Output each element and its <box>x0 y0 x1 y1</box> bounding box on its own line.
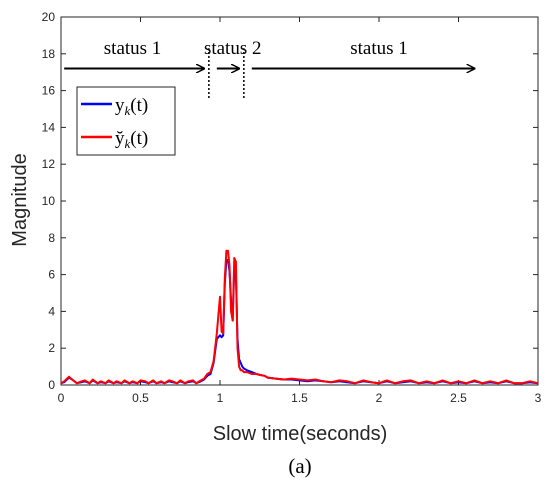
caption: (a) <box>288 454 311 478</box>
series-line-1 <box>60 258 539 385</box>
y-tick-label: 6 <box>48 268 55 282</box>
x-tick-label: 2.5 <box>450 391 467 405</box>
y-tick-label: 18 <box>42 47 56 61</box>
x-tick-label: 1 <box>217 391 224 405</box>
status-label-3: status 1 <box>350 38 408 59</box>
legend-label-2: y̆k(t) <box>115 128 148 151</box>
status-label-1: status 1 <box>104 38 162 59</box>
status-label-2: status 2 <box>204 38 262 59</box>
y-tick-label: 12 <box>42 157 56 171</box>
x-tick-label: 2 <box>376 391 383 405</box>
x-tick-label: 1.5 <box>291 391 308 405</box>
x-tick-label: 3 <box>535 391 542 405</box>
x-axis-label: Slow time(seconds) <box>213 423 388 445</box>
y-tick-label: 2 <box>48 341 55 355</box>
y-tick-label: 4 <box>48 304 55 318</box>
legend-box <box>76 86 176 156</box>
annotation-layer: status 1 status 2 status 1 <box>64 38 474 98</box>
y-tick-label: 0 <box>48 378 55 392</box>
legend: yk(t) y̆k(t) <box>76 86 176 156</box>
y-axis-label: Magnitude <box>9 153 31 246</box>
x-tick-label: 0.5 <box>132 391 149 405</box>
axes <box>60 16 539 386</box>
y-tick-label: 8 <box>48 231 55 245</box>
series-line-2 <box>60 249 539 385</box>
y-tick-label: 16 <box>42 84 56 98</box>
series-layer <box>60 249 539 385</box>
ticks: 0 0.5 1 1.5 2 2.5 3 0 2 4 6 8 10 12 14 16 18 20 <box>42 10 542 405</box>
y-tick-label: 10 <box>42 194 56 208</box>
y-tick-label: 20 <box>42 10 56 24</box>
legend-label-1: yk(t) <box>115 95 148 118</box>
plot-area-frame <box>60 16 539 386</box>
y-tick-label: 14 <box>42 120 56 134</box>
x-tick-label: 0 <box>58 391 65 405</box>
